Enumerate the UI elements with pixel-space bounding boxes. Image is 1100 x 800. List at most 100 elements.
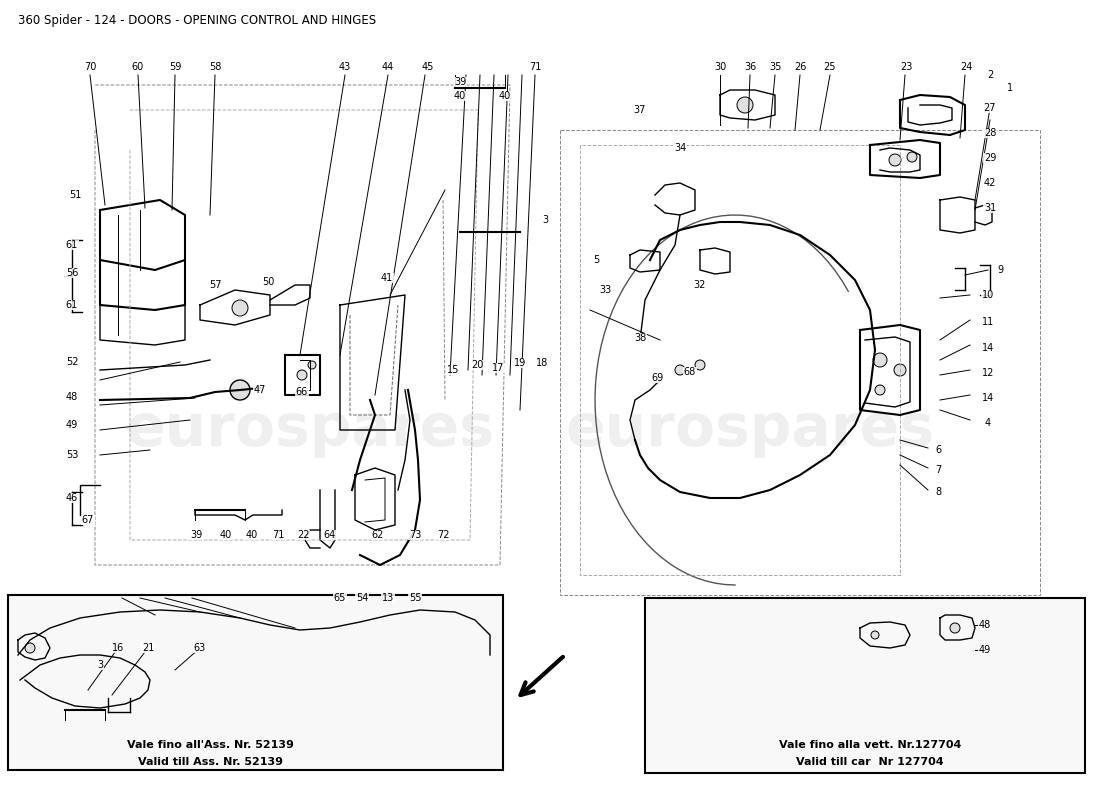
Text: Valid till car  Nr 127704: Valid till car Nr 127704 [796, 757, 944, 767]
Text: 49: 49 [66, 420, 78, 430]
Circle shape [675, 365, 685, 375]
Text: 28: 28 [983, 128, 997, 138]
Text: 14: 14 [982, 393, 994, 403]
Text: 52: 52 [66, 357, 78, 367]
Text: 7: 7 [935, 465, 942, 475]
Circle shape [908, 152, 917, 162]
Text: 48: 48 [66, 392, 78, 402]
Text: 39: 39 [454, 77, 466, 87]
Text: 61: 61 [66, 240, 78, 250]
Circle shape [874, 385, 886, 395]
Text: 33: 33 [598, 285, 612, 295]
Text: 41: 41 [381, 273, 393, 283]
Text: 53: 53 [66, 450, 78, 460]
Text: 35: 35 [769, 62, 781, 72]
Bar [8, 595, 503, 770]
Text: 54: 54 [355, 593, 368, 603]
Text: 2: 2 [987, 70, 993, 80]
Text: Vale fino alla vett. Nr.127704: Vale fino alla vett. Nr.127704 [779, 740, 961, 750]
Text: 44: 44 [382, 62, 394, 72]
Text: 18: 18 [536, 358, 548, 368]
Text: 40: 40 [246, 530, 258, 540]
Text: 34: 34 [674, 143, 686, 153]
Text: 12: 12 [982, 368, 994, 378]
Text: 9: 9 [997, 265, 1003, 275]
Circle shape [230, 380, 250, 400]
Text: 8: 8 [935, 487, 942, 497]
Text: 23: 23 [900, 62, 912, 72]
Text: eurospares: eurospares [125, 402, 495, 458]
Text: 45: 45 [421, 62, 434, 72]
Circle shape [889, 154, 901, 166]
Text: 65: 65 [333, 593, 346, 603]
Text: 38: 38 [634, 333, 646, 343]
Text: 66: 66 [296, 387, 308, 397]
Text: 15: 15 [447, 365, 459, 375]
Text: 11: 11 [982, 317, 994, 327]
Text: 36: 36 [744, 62, 756, 72]
Text: 51: 51 [69, 190, 81, 200]
Text: 19: 19 [514, 358, 526, 368]
Text: 25: 25 [824, 62, 836, 72]
Text: 20: 20 [471, 360, 483, 370]
Text: 31: 31 [983, 203, 997, 213]
Text: 27: 27 [983, 103, 997, 113]
Circle shape [25, 643, 35, 653]
Text: 26: 26 [794, 62, 806, 72]
Text: 6: 6 [935, 445, 942, 455]
Text: 29: 29 [983, 153, 997, 163]
Text: 24: 24 [960, 62, 972, 72]
Text: 48: 48 [979, 620, 991, 630]
Circle shape [737, 97, 754, 113]
Text: 55: 55 [409, 593, 421, 603]
Text: 3: 3 [97, 660, 103, 670]
Text: 21: 21 [142, 643, 154, 653]
Text: 13: 13 [382, 593, 394, 603]
Text: 14: 14 [982, 343, 994, 353]
Text: 42: 42 [983, 178, 997, 188]
Text: 69: 69 [652, 373, 664, 383]
Text: eurospares: eurospares [53, 661, 298, 699]
Text: 46: 46 [66, 493, 78, 503]
Text: eurospares: eurospares [773, 666, 966, 694]
Text: 67: 67 [81, 515, 95, 525]
Text: 62: 62 [372, 530, 384, 540]
Text: 49: 49 [979, 645, 991, 655]
Text: 57: 57 [209, 280, 221, 290]
Text: 10: 10 [982, 290, 994, 300]
Text: 17: 17 [492, 363, 504, 373]
Text: 32: 32 [694, 280, 706, 290]
Circle shape [695, 360, 705, 370]
Text: 47: 47 [254, 385, 266, 395]
Text: 16: 16 [112, 643, 124, 653]
Circle shape [232, 300, 248, 316]
Circle shape [297, 370, 307, 380]
Text: 56: 56 [66, 268, 78, 278]
Text: 40: 40 [220, 530, 232, 540]
Circle shape [308, 361, 316, 369]
Text: 40: 40 [454, 91, 466, 101]
Text: 58: 58 [209, 62, 221, 72]
Bar [645, 598, 1085, 773]
Text: 43: 43 [339, 62, 351, 72]
Text: 360 Spider - 124 - DOORS - OPENING CONTROL AND HINGES: 360 Spider - 124 - DOORS - OPENING CONTR… [18, 14, 376, 27]
Text: 39: 39 [190, 530, 202, 540]
Text: 71: 71 [529, 62, 541, 72]
Text: 50: 50 [262, 277, 274, 287]
Text: 30: 30 [714, 62, 726, 72]
Circle shape [873, 353, 887, 367]
Circle shape [950, 623, 960, 633]
Text: 3: 3 [542, 215, 548, 225]
Text: 61: 61 [66, 300, 78, 310]
Text: 5: 5 [593, 255, 600, 265]
Text: 40: 40 [499, 91, 512, 101]
Text: 73: 73 [409, 530, 421, 540]
Text: 68: 68 [684, 367, 696, 377]
Text: 63: 63 [194, 643, 206, 653]
Text: 70: 70 [84, 62, 96, 72]
Text: 37: 37 [634, 105, 646, 115]
Text: Valid till Ass. Nr. 52139: Valid till Ass. Nr. 52139 [138, 757, 283, 767]
Text: 1: 1 [1006, 83, 1013, 93]
Text: 64: 64 [323, 530, 337, 540]
Text: eurospares: eurospares [565, 402, 935, 458]
